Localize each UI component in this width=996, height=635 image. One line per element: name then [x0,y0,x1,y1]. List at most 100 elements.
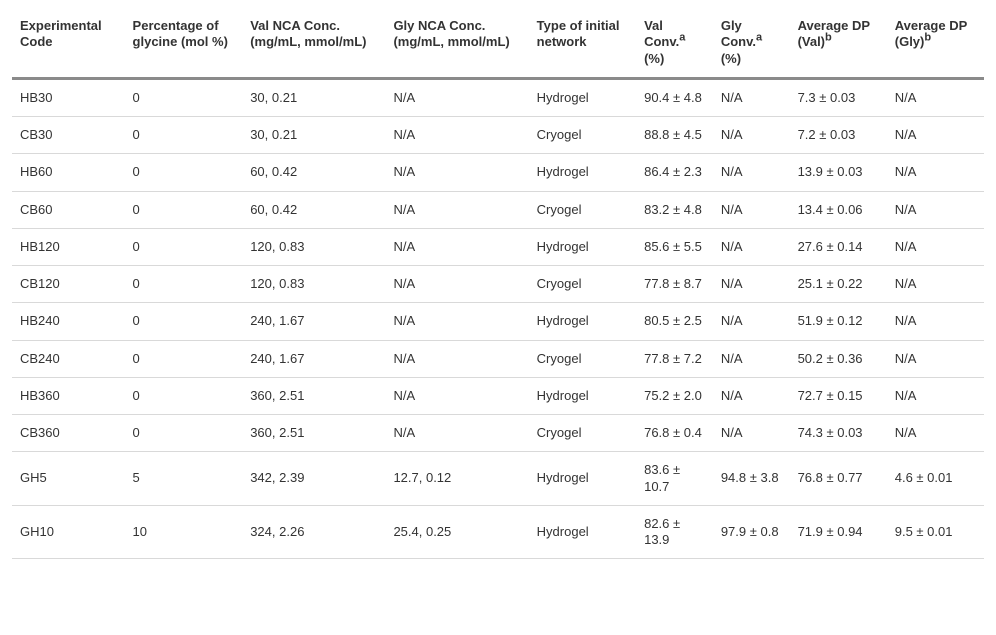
table-body: HB30030, 0.21N/AHydrogel90.4 ± 4.8N/A7.3… [12,78,984,559]
cell: 240, 1.67 [242,303,385,340]
cell: 0 [125,415,243,452]
table-row: CB2400240, 1.67N/ACryogel77.8 ± 7.2N/A50… [12,340,984,377]
col-header-label: Gly NCA Conc. (mg/mL, mmol/mL) [393,18,509,49]
cell: 50.2 ± 0.36 [790,340,887,377]
col-header-2: Val NCA Conc. (mg/mL, mmol/mL) [242,12,385,78]
cell: 0 [125,303,243,340]
cell: 0 [125,377,243,414]
cell: N/A [713,377,790,414]
data-table: Experimental Code Percentage of glycine (… [12,12,984,559]
cell: CB120 [12,266,125,303]
col-header-sup: a [756,32,762,44]
cell: 74.3 ± 0.03 [790,415,887,452]
cell: 13.9 ± 0.03 [790,154,887,191]
cell: N/A [887,266,984,303]
cell: N/A [385,117,528,154]
col-header-label: Percentage of glycine (mol %) [133,18,228,49]
cell: N/A [887,154,984,191]
cell: 0 [125,266,243,303]
cell: 7.3 ± 0.03 [790,78,887,116]
cell: 27.6 ± 0.14 [790,228,887,265]
cell: N/A [385,377,528,414]
cell: 7.2 ± 0.03 [790,117,887,154]
cell: GH10 [12,505,125,559]
col-header-0: Experimental Code [12,12,125,78]
cell: 25.1 ± 0.22 [790,266,887,303]
col-header-label: Val Conv. [644,18,679,49]
cell: 88.8 ± 4.5 [636,117,713,154]
cell: N/A [713,415,790,452]
cell: CB60 [12,191,125,228]
cell: Cryogel [529,266,636,303]
cell: 120, 0.83 [242,266,385,303]
cell: 0 [125,228,243,265]
cell: N/A [887,340,984,377]
cell: N/A [887,191,984,228]
cell: 76.8 ± 0.77 [790,452,887,506]
cell: Hydrogel [529,303,636,340]
cell: N/A [385,191,528,228]
cell: CB360 [12,415,125,452]
cell: HB60 [12,154,125,191]
cell: N/A [887,78,984,116]
cell: HB30 [12,78,125,116]
cell: N/A [887,377,984,414]
cell: 71.9 ± 0.94 [790,505,887,559]
cell: 76.8 ± 0.4 [636,415,713,452]
col-header-6: Gly Conv.a (%) [713,12,790,78]
cell: N/A [713,191,790,228]
cell: N/A [713,303,790,340]
cell: 324, 2.26 [242,505,385,559]
cell: 97.9 ± 0.8 [713,505,790,559]
cell: N/A [713,266,790,303]
cell: 75.2 ± 2.0 [636,377,713,414]
cell: 0 [125,117,243,154]
cell: HB120 [12,228,125,265]
table-row: CB1200120, 0.83N/ACryogel77.8 ± 8.7N/A25… [12,266,984,303]
col-header-7: Average DP (Val)b [790,12,887,78]
cell: 83.2 ± 4.8 [636,191,713,228]
cell: N/A [385,228,528,265]
cell: N/A [713,117,790,154]
cell: 30, 0.21 [242,117,385,154]
cell: 0 [125,191,243,228]
cell: Cryogel [529,415,636,452]
cell: N/A [713,154,790,191]
cell: 83.6 ± 10.7 [636,452,713,506]
table-row: HB2400240, 1.67N/AHydrogel80.5 ± 2.5N/A5… [12,303,984,340]
table-row: HB60060, 0.42N/AHydrogel86.4 ± 2.3N/A13.… [12,154,984,191]
table-row: GH55342, 2.3912.7, 0.12Hydrogel83.6 ± 10… [12,452,984,506]
col-header-sup: b [924,32,931,44]
cell: N/A [887,228,984,265]
cell: N/A [385,154,528,191]
table-row: HB1200120, 0.83N/AHydrogel85.6 ± 5.5N/A2… [12,228,984,265]
col-header-label: Experimental Code [20,18,102,49]
cell: N/A [713,340,790,377]
cell: 12.7, 0.12 [385,452,528,506]
cell: 80.5 ± 2.5 [636,303,713,340]
cell: 30, 0.21 [242,78,385,116]
cell: 85.6 ± 5.5 [636,228,713,265]
cell: 94.8 ± 3.8 [713,452,790,506]
col-header-5: Val Conv.a (%) [636,12,713,78]
cell: 77.8 ± 7.2 [636,340,713,377]
cell: 51.9 ± 0.12 [790,303,887,340]
cell: Hydrogel [529,154,636,191]
cell: 9.5 ± 0.01 [887,505,984,559]
col-header-3: Gly NCA Conc. (mg/mL, mmol/mL) [385,12,528,78]
cell: Cryogel [529,117,636,154]
cell: 60, 0.42 [242,191,385,228]
cell: 342, 2.39 [242,452,385,506]
table-row: CB30030, 0.21N/ACryogel88.8 ± 4.5N/A7.2 … [12,117,984,154]
cell: 360, 2.51 [242,377,385,414]
cell: 240, 1.67 [242,340,385,377]
cell: Cryogel [529,191,636,228]
col-header-label: Val NCA Conc. (mg/mL, mmol/mL) [250,18,366,49]
cell: 0 [125,340,243,377]
cell: 25.4, 0.25 [385,505,528,559]
col-header-label: Gly Conv. [721,18,756,49]
cell: 13.4 ± 0.06 [790,191,887,228]
cell: Hydrogel [529,228,636,265]
col-header-label: Type of initial network [537,18,620,49]
cell: 360, 2.51 [242,415,385,452]
